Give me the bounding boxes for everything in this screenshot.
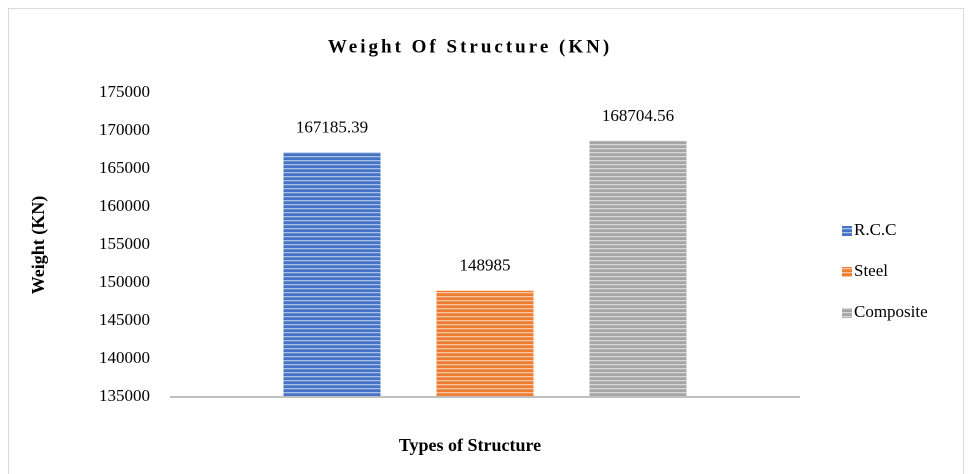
data-label: 168704.56 xyxy=(602,106,674,125)
chart-border xyxy=(8,8,964,474)
data-label: 167185.39 xyxy=(296,117,368,136)
bar xyxy=(589,140,687,397)
legend-swatch xyxy=(842,267,852,277)
legend-swatch xyxy=(842,226,852,236)
legend-label: Composite xyxy=(854,302,928,321)
y-tick-label: 155000 xyxy=(99,234,150,253)
y-tick-label: 175000 xyxy=(99,82,150,101)
y-tick-label: 160000 xyxy=(99,196,150,215)
y-tick-label: 165000 xyxy=(99,158,150,177)
x-axis-title: Types of Structure xyxy=(399,435,541,455)
data-label: 148985 xyxy=(460,256,511,275)
legend-label: Steel xyxy=(854,261,888,280)
legend-label: R.C.C xyxy=(854,220,897,239)
y-tick-label: 140000 xyxy=(99,348,150,367)
y-tick-label: 135000 xyxy=(99,386,150,405)
bar xyxy=(283,152,381,397)
bar xyxy=(436,290,534,397)
y-tick-label: 170000 xyxy=(99,120,150,139)
chart-title: Weight Of Structure (KN) xyxy=(328,36,612,57)
y-axis-title: Weight (KN) xyxy=(28,196,49,295)
y-tick-label: 145000 xyxy=(99,310,150,329)
y-tick-label: 150000 xyxy=(99,272,150,291)
legend-swatch xyxy=(842,308,852,318)
